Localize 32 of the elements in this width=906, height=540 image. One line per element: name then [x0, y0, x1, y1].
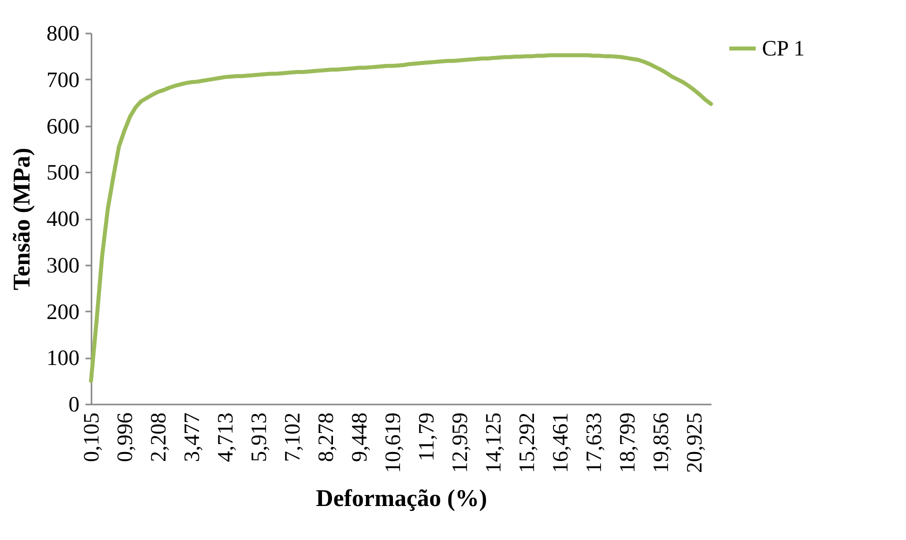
x-tick-label: 5,913: [246, 412, 272, 462]
x-tick-label: 19,856: [648, 412, 674, 473]
x-tick-label: 11,79: [414, 412, 439, 462]
y-tick-label: 400: [46, 206, 80, 231]
x-tick-label: 9,448: [346, 412, 372, 462]
x-tick-label: 0,105: [78, 412, 104, 462]
x-tick-label: 10,619: [380, 412, 406, 473]
x-tick-label: 2,208: [146, 412, 171, 462]
x-tick-label: 0,996: [112, 412, 138, 462]
x-tick-label: 15,292: [514, 412, 540, 473]
y-axis-title: Tensão (MPa): [10, 148, 36, 290]
legend-label: CP 1: [762, 36, 805, 60]
x-tick-label: 3,477: [179, 412, 204, 462]
x-tick-label: 12,959: [447, 412, 472, 473]
x-tick-label: 16,461: [548, 412, 573, 473]
x-tick-label: 14,125: [480, 412, 506, 473]
x-tick-label: 20,925: [682, 412, 707, 473]
x-tick-label: 8,278: [313, 412, 338, 462]
y-tick-label: 200: [46, 298, 80, 324]
line-series: [89, 53, 713, 383]
y-tick-label: 100: [46, 345, 80, 370]
x-tick-label: 4,713: [212, 412, 238, 462]
y-tick-label: 600: [46, 113, 80, 138]
x-tick-label: 17,633: [581, 412, 606, 473]
x-tick-label: 18,799: [614, 412, 640, 473]
x-axis-title: Deformação (%): [316, 486, 488, 512]
y-tick-label: 0: [68, 392, 80, 416]
y-tick-label: 800: [46, 20, 80, 46]
y-tick-label: 700: [46, 66, 80, 92]
y-tick-label: 500: [46, 160, 80, 185]
x-tick-label: 7,102: [280, 412, 305, 462]
y-tick-label: 300: [46, 252, 80, 278]
